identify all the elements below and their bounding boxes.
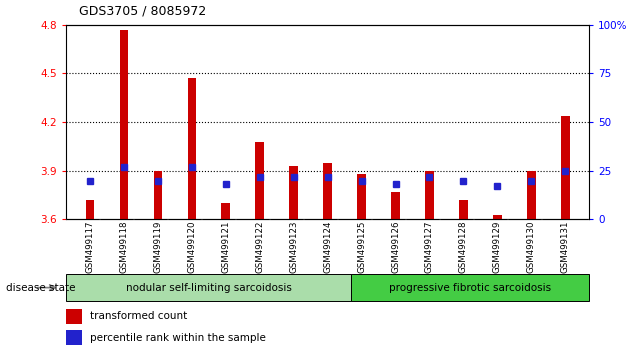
Bar xyxy=(459,200,467,219)
Bar xyxy=(86,200,94,219)
Bar xyxy=(527,171,536,219)
Text: nodular self-limiting sarcoidosis: nodular self-limiting sarcoidosis xyxy=(126,282,292,293)
Text: GSM499119: GSM499119 xyxy=(153,221,163,273)
Bar xyxy=(391,192,400,219)
Text: GDS3705 / 8085972: GDS3705 / 8085972 xyxy=(79,5,206,18)
Bar xyxy=(357,174,366,219)
Text: GSM499127: GSM499127 xyxy=(425,221,434,273)
Text: GSM499122: GSM499122 xyxy=(255,221,264,273)
Bar xyxy=(66,274,352,301)
Text: GSM499123: GSM499123 xyxy=(289,221,298,273)
Text: GSM499120: GSM499120 xyxy=(187,221,197,273)
Text: GSM499126: GSM499126 xyxy=(391,221,400,273)
Text: transformed count: transformed count xyxy=(89,311,187,321)
Bar xyxy=(561,116,570,219)
Text: GSM499124: GSM499124 xyxy=(323,221,332,273)
Bar xyxy=(66,309,82,324)
Bar xyxy=(323,163,332,219)
Bar xyxy=(289,166,298,219)
Text: GSM499130: GSM499130 xyxy=(527,221,536,273)
Bar xyxy=(352,274,589,301)
Text: GSM499128: GSM499128 xyxy=(459,221,468,273)
Text: GSM499118: GSM499118 xyxy=(119,221,129,273)
Bar xyxy=(188,78,196,219)
Bar xyxy=(255,142,264,219)
Bar xyxy=(425,171,433,219)
Text: GSM499117: GSM499117 xyxy=(86,221,94,273)
Text: percentile rank within the sample: percentile rank within the sample xyxy=(89,332,266,343)
Bar xyxy=(66,330,82,345)
Text: GSM499129: GSM499129 xyxy=(493,221,502,273)
Text: progressive fibrotic sarcoidosis: progressive fibrotic sarcoidosis xyxy=(389,282,551,293)
Text: GSM499121: GSM499121 xyxy=(221,221,230,273)
Bar xyxy=(222,203,230,219)
Bar xyxy=(154,171,162,219)
Text: GSM499131: GSM499131 xyxy=(561,221,570,273)
Bar xyxy=(120,30,128,219)
Bar xyxy=(493,215,501,219)
Text: disease state: disease state xyxy=(6,282,76,293)
Text: GSM499125: GSM499125 xyxy=(357,221,366,273)
